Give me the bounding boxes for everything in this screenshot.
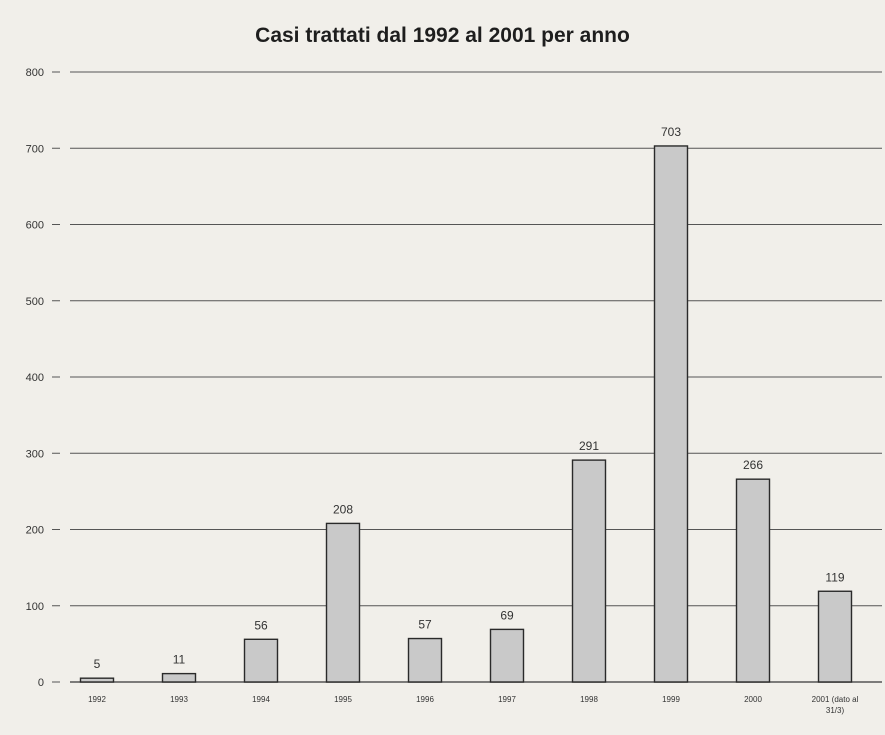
data-label: 266 <box>743 458 763 472</box>
bar <box>79 677 115 683</box>
y-tick-label: 600 <box>26 220 44 232</box>
bar <box>407 637 443 683</box>
bar <box>325 522 361 683</box>
data-label: 69 <box>500 608 514 622</box>
x-tick-label: 1993 <box>170 695 188 704</box>
y-tick-label: 500 <box>26 296 44 308</box>
x-tick-label: 1994 <box>252 695 270 704</box>
y-tick-label: 800 <box>26 67 44 79</box>
data-label: 57 <box>418 618 432 632</box>
bar <box>653 145 689 683</box>
bar <box>161 672 197 683</box>
data-label: 5 <box>94 657 101 671</box>
x-tick-label: 1998 <box>580 695 598 704</box>
y-tick-label: 700 <box>26 143 44 155</box>
x-tick-label: 2001 (dato al 31/3) <box>812 695 859 715</box>
bar <box>735 478 771 683</box>
bar <box>243 638 279 683</box>
bar <box>817 590 853 683</box>
y-tick-label: 200 <box>26 525 44 537</box>
bar <box>489 628 525 683</box>
y-tick-label: 100 <box>26 601 44 613</box>
data-label: 291 <box>579 439 599 453</box>
x-tick-label: 2000 <box>744 695 762 704</box>
bar <box>571 459 607 683</box>
x-tick-label: 1997 <box>498 695 516 704</box>
data-label: 208 <box>333 502 353 516</box>
data-label: 703 <box>661 125 681 139</box>
x-tick-label: 1995 <box>334 695 352 704</box>
data-label: 56 <box>254 618 268 632</box>
data-label: 11 <box>173 653 186 667</box>
data-label: 119 <box>825 570 844 584</box>
x-tick-label: 1996 <box>416 695 434 704</box>
y-tick-label: 0 <box>38 677 44 689</box>
y-tick-label: 400 <box>26 372 44 384</box>
x-tick-label: 1992 <box>88 695 106 704</box>
y-tick-label: 300 <box>26 448 44 460</box>
x-tick-label: 1999 <box>662 695 680 704</box>
chart-title: Casi trattati dal 1992 al 2001 per anno <box>255 24 630 47</box>
